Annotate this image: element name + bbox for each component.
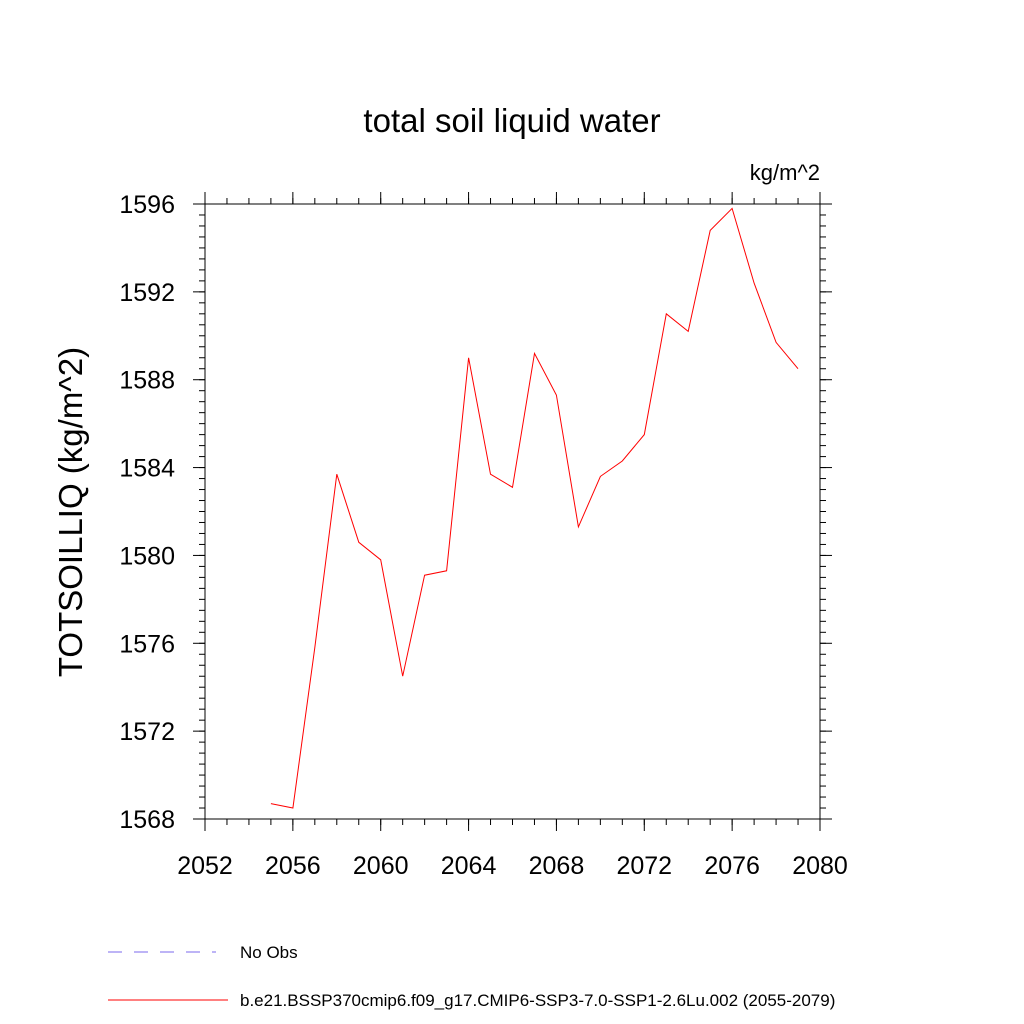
x-tick-label: 2064: [441, 852, 497, 880]
y-tick-label: 1568: [119, 806, 175, 834]
y-tick-label: 1576: [119, 630, 175, 658]
plot-frame: [204, 203, 821, 820]
x-tick-label: 2060: [353, 852, 409, 880]
y-axis-label: TOTSOILLIQ (kg/m^2): [52, 347, 89, 677]
x-tick-label: 2068: [529, 852, 585, 880]
axis-ticks: [193, 192, 832, 831]
y-tick-label: 1580: [119, 542, 175, 570]
y-tick-label: 1584: [119, 455, 175, 483]
x-tick-label: 2056: [265, 852, 321, 880]
x-tick-label: 2052: [177, 852, 233, 880]
legend: No Obs b.e21.BSSP370cmip6.f09_g17.CMIP6-S…: [108, 943, 835, 1010]
units-label: kg/m^2: [750, 160, 820, 185]
legend-label-1: b.e21.BSSP370cmip6.f09_g17.CMIP6-SSP3-7.…: [240, 991, 835, 1010]
series-line-0: [270, 207, 799, 809]
series-layer: [270, 207, 799, 809]
x-tick-label: 2072: [616, 852, 672, 880]
x-tick-label: 2080: [792, 852, 848, 880]
y-tick-label: 1592: [119, 279, 175, 307]
y-tick-label: 1572: [119, 718, 175, 746]
y-tick-label: 1588: [119, 367, 175, 395]
y-tick-label: 1596: [119, 191, 175, 219]
tick-labels: 1568 1572 1576 1580 1584 1588 1592 1596 2052 2056…: [119, 191, 847, 880]
legend-label-0: No Obs: [240, 943, 298, 962]
x-tick-label: 2076: [704, 852, 760, 880]
chart-title: total soil liquid water: [363, 102, 660, 139]
